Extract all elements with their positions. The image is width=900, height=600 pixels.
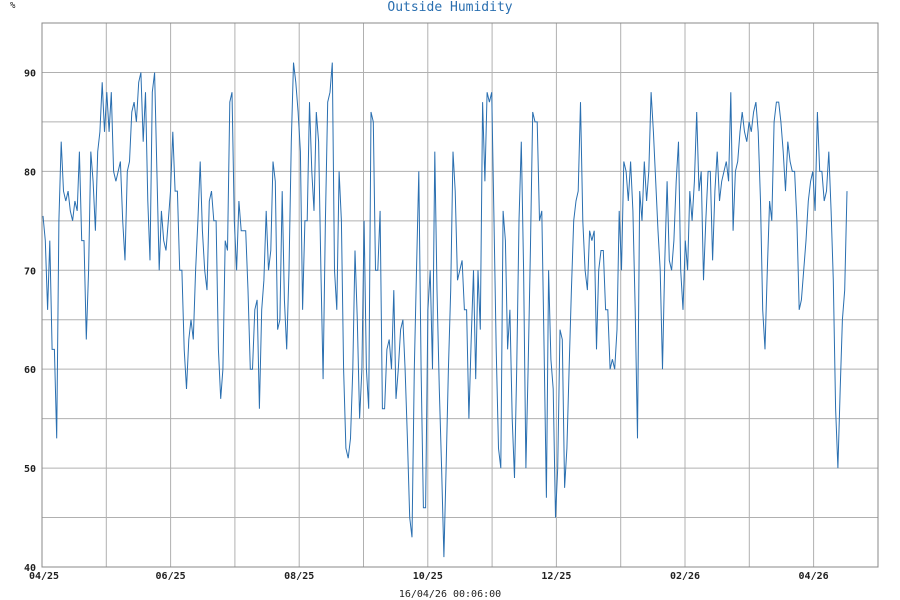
y-tick-label: 90	[24, 68, 36, 79]
x-axis-ticks: 04/25 06/25 08/25 10/25 12/25 02/26 04/26	[29, 571, 829, 582]
grid-lines	[42, 22, 878, 568]
humidity-series-line	[42, 62, 848, 558]
x-tick-label: 08/25	[284, 571, 314, 582]
y-tick-label: 50	[24, 464, 36, 475]
x-tick-label: 02/26	[670, 571, 700, 582]
x-tick-label: 04/25	[29, 571, 59, 582]
chart-title: Outside Humidity	[387, 0, 512, 15]
plot-frame	[41, 22, 879, 568]
x-tick-label: 04/26	[799, 571, 829, 582]
x-tick-label: 10/25	[413, 571, 443, 582]
y-tick-label: 80	[24, 167, 36, 178]
timestamp-footer: 16/04/26 00:06:00	[399, 589, 501, 600]
x-tick-label: 06/25	[156, 571, 186, 582]
y-axis-unit-label: %	[10, 1, 16, 11]
y-tick-label: 60	[24, 365, 36, 376]
y-axis-ticks: 40 50 60 70 80 90	[24, 68, 36, 574]
y-tick-label: 40	[24, 563, 36, 574]
x-tick-label: 12/25	[541, 571, 571, 582]
y-tick-label: 70	[24, 266, 36, 277]
